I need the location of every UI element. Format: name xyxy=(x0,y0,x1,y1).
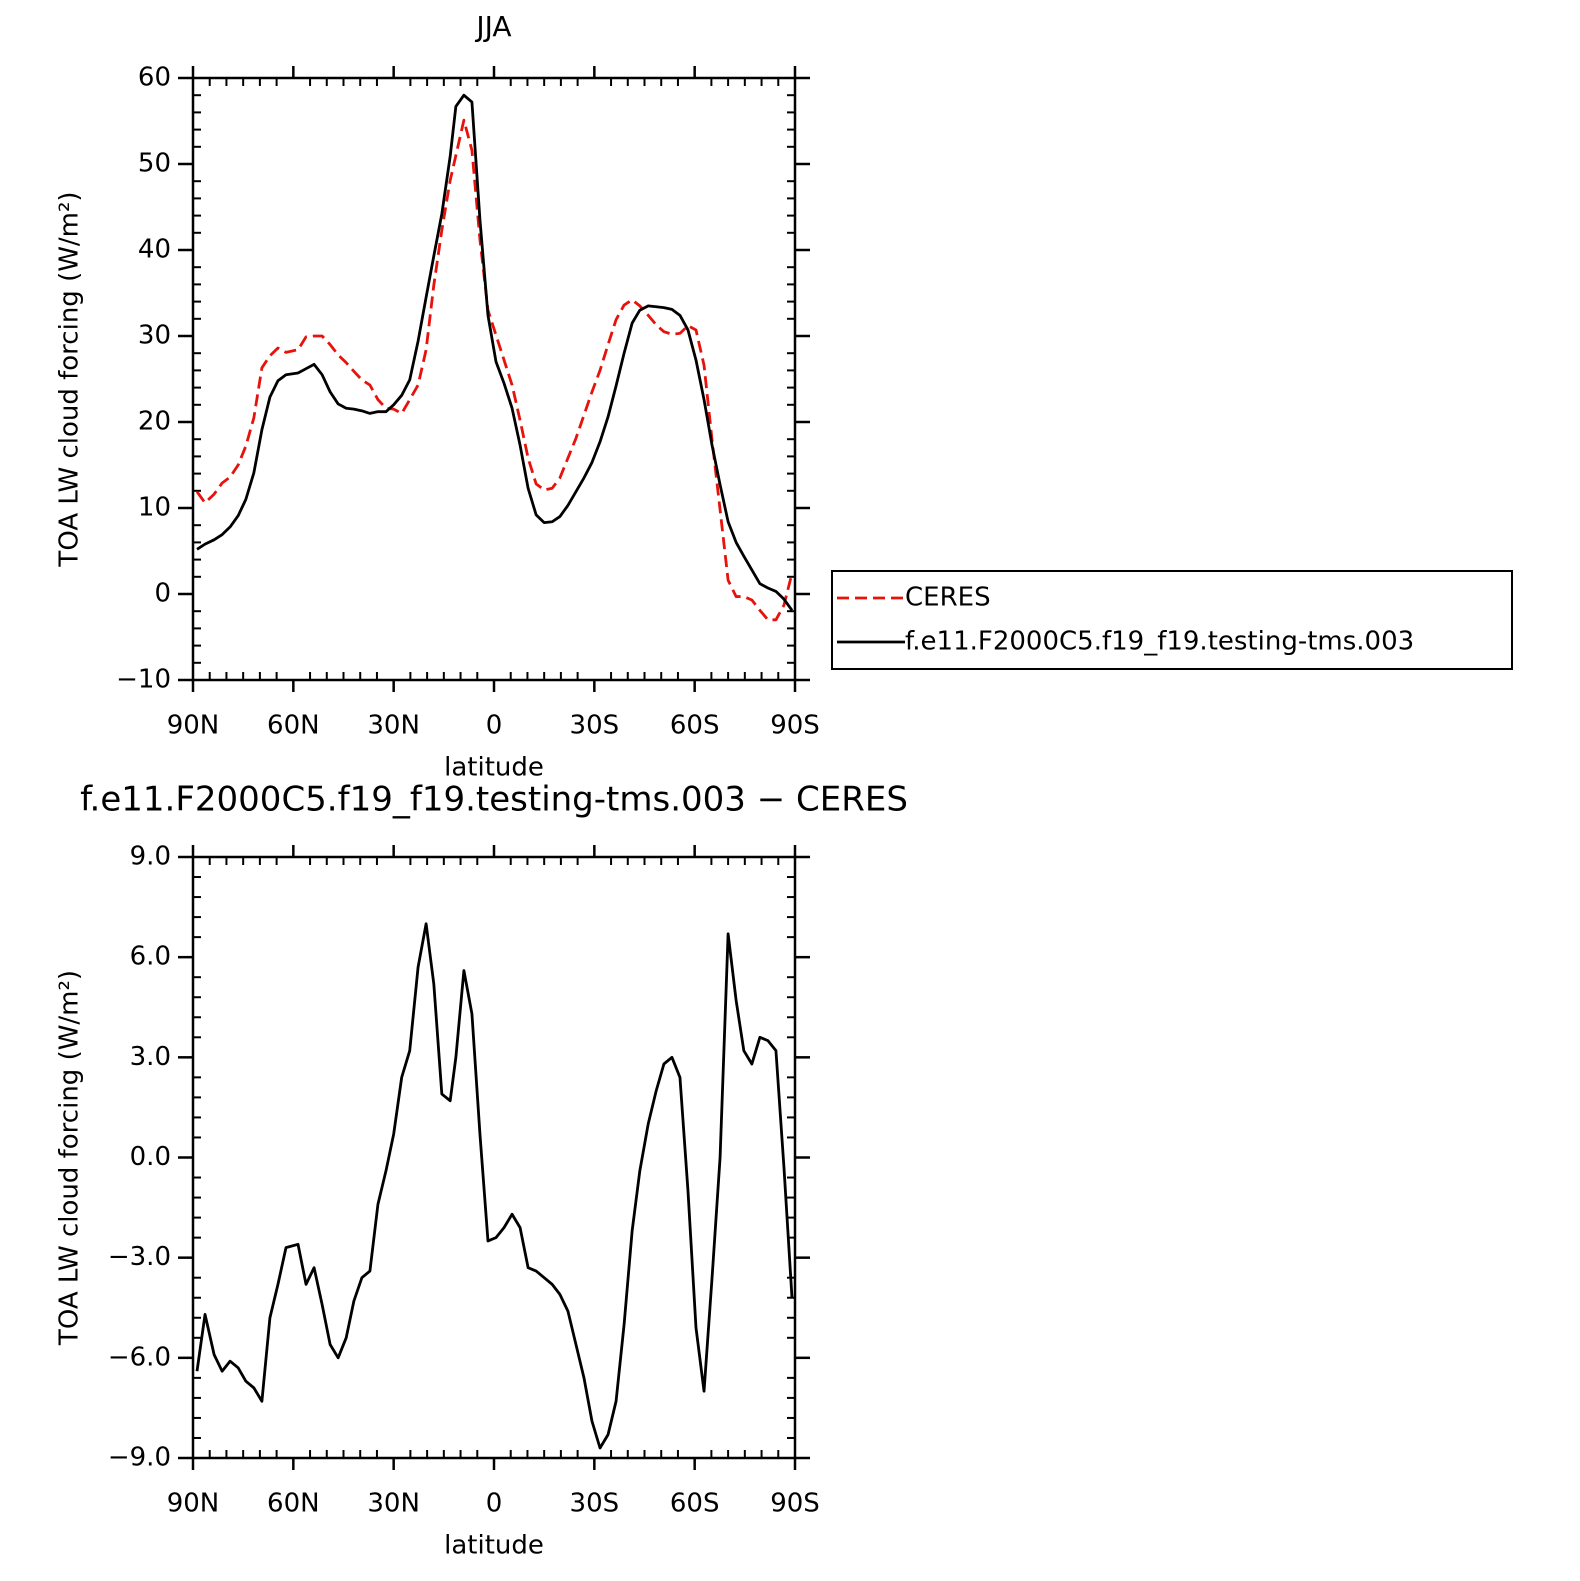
y-tick-label: 9.0 xyxy=(130,842,171,872)
x-tick-label: 30S xyxy=(570,1489,620,1519)
y-tick-label: 10 xyxy=(138,493,171,523)
data-line xyxy=(196,93,794,612)
y-axis-label: TOA LW cloud forcing (W/m²) xyxy=(55,970,85,1346)
x-tick-label: 60N xyxy=(267,711,320,741)
x-tick-label: 0 xyxy=(486,1489,503,1519)
y-tick-label: 20 xyxy=(138,407,171,437)
x-tick-label: 30S xyxy=(570,711,620,741)
legend-label: f.e11.F2000C5.f19_f19.testing-tms.003 xyxy=(905,627,1414,657)
y-tick-label: −9.0 xyxy=(108,1443,171,1473)
data-line xyxy=(195,118,794,622)
x-tick-label: 90N xyxy=(167,1489,220,1519)
x-tick-label: 0 xyxy=(486,711,503,741)
y-tick-label: 0 xyxy=(154,579,171,609)
y-tick-label: −3.0 xyxy=(108,1242,171,1272)
legend-label: CERES xyxy=(905,583,991,613)
y-tick-label: 3.0 xyxy=(130,1042,171,1072)
y-tick-label: −6.0 xyxy=(108,1342,171,1372)
legend-box xyxy=(831,570,1513,670)
x-tick-label: 60S xyxy=(670,711,720,741)
x-axis-label: latitude xyxy=(444,1531,544,1561)
y-axis-label: TOA LW cloud forcing (W/m²) xyxy=(55,191,85,567)
y-tick-label: 30 xyxy=(138,321,171,351)
data-line xyxy=(195,922,794,1450)
y-tick-label: 60 xyxy=(138,63,171,93)
chart-title: JJA xyxy=(474,10,511,43)
x-tick-label: 90S xyxy=(770,1489,820,1519)
x-tick-label: 30N xyxy=(367,1489,420,1519)
x-tick-label: 60S xyxy=(670,1489,720,1519)
y-tick-label: 0.0 xyxy=(130,1142,171,1172)
x-tick-label: 90N xyxy=(167,711,220,741)
x-tick-label: 60N xyxy=(267,1489,320,1519)
x-axis-label: latitude xyxy=(444,753,544,783)
chart-title: f.e11.F2000C5.f19_f19.testing-tms.003 − … xyxy=(80,780,908,820)
y-tick-label: 6.0 xyxy=(130,942,171,972)
y-tick-label: −10 xyxy=(116,665,171,695)
x-tick-label: 90S xyxy=(770,711,820,741)
y-tick-label: 50 xyxy=(138,149,171,179)
y-tick-label: 40 xyxy=(138,235,171,265)
x-tick-label: 30N xyxy=(367,711,420,741)
